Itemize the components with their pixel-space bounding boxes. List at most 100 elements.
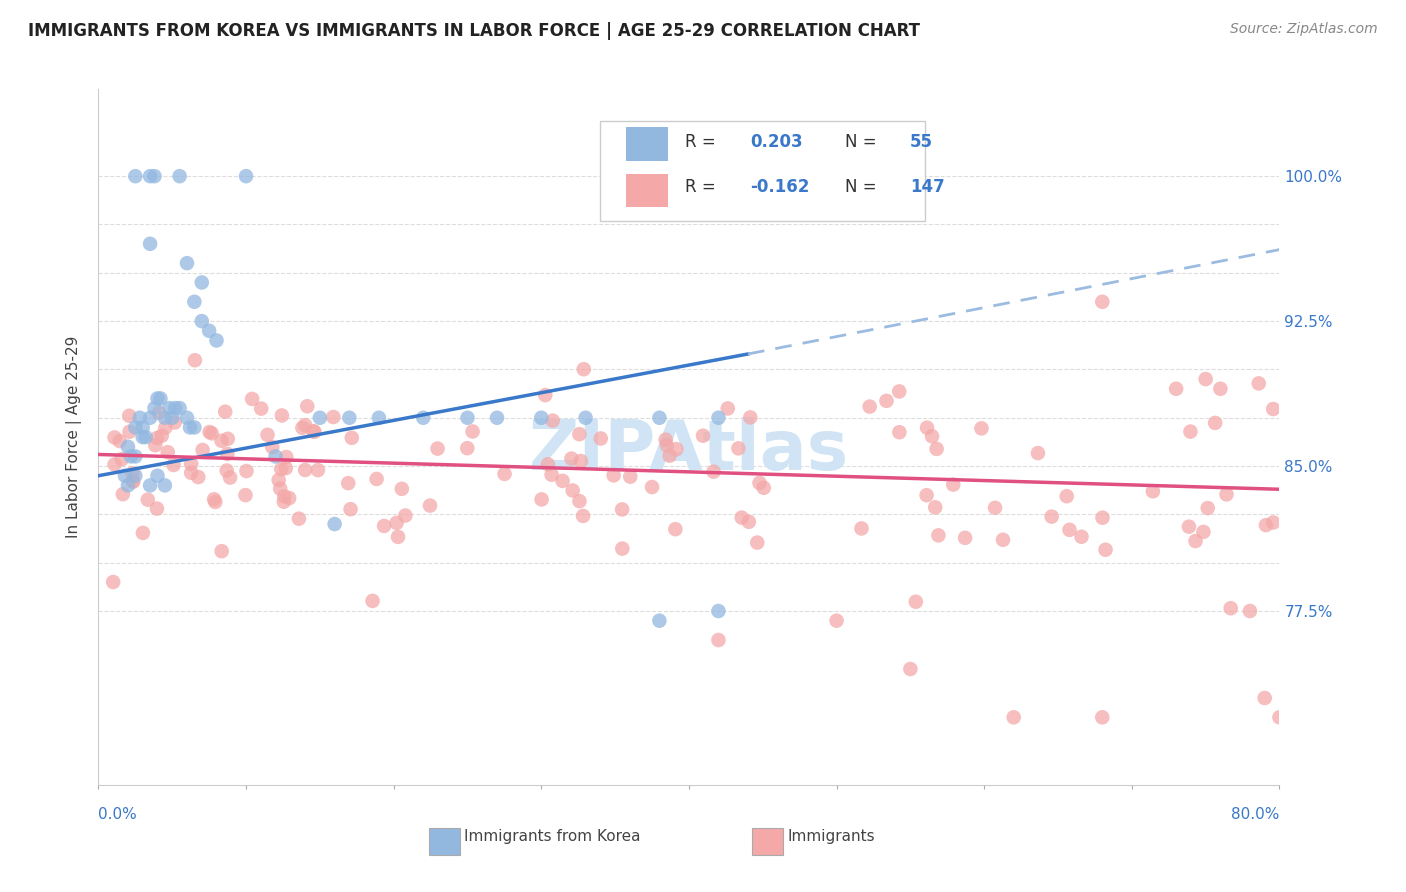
Point <box>217 447 239 461</box>
Point <box>707 633 730 648</box>
Point <box>641 480 664 494</box>
Point <box>1263 516 1285 530</box>
Point <box>731 510 754 524</box>
Point <box>103 430 125 444</box>
Point <box>148 406 170 420</box>
Point <box>572 362 595 376</box>
Point <box>738 515 761 529</box>
Text: N =: N = <box>845 178 882 196</box>
Text: 147: 147 <box>910 178 945 196</box>
Point <box>1195 372 1218 386</box>
Point <box>942 477 965 491</box>
Point <box>198 324 221 338</box>
Point <box>1219 601 1241 615</box>
Point <box>970 421 993 435</box>
Point <box>264 450 287 464</box>
Point <box>339 502 361 516</box>
Point <box>111 452 134 467</box>
Point <box>456 441 478 455</box>
Point <box>1184 534 1206 549</box>
Point <box>273 494 295 508</box>
Point <box>143 438 166 452</box>
Point <box>707 604 730 618</box>
Point <box>267 473 290 487</box>
Point <box>1094 542 1116 557</box>
Text: ZIPAtlas: ZIPAtlas <box>529 417 849 484</box>
Point <box>569 454 592 468</box>
Text: Source: ZipAtlas.com: Source: ZipAtlas.com <box>1230 22 1378 37</box>
Point <box>117 440 139 454</box>
Point <box>1209 382 1232 396</box>
Point <box>250 401 273 416</box>
Point <box>240 392 263 406</box>
Point <box>851 521 873 535</box>
Point <box>143 401 166 416</box>
Point <box>153 410 176 425</box>
Point <box>162 458 184 472</box>
Point <box>139 169 162 184</box>
Point <box>169 169 191 184</box>
Point <box>1263 401 1285 416</box>
Point <box>924 500 946 515</box>
Point <box>1178 519 1201 533</box>
Text: -0.162: -0.162 <box>751 178 810 196</box>
Point <box>900 662 922 676</box>
Point <box>1164 382 1187 396</box>
Point <box>748 475 770 490</box>
Point <box>136 492 159 507</box>
Point <box>204 495 226 509</box>
Point <box>165 401 187 416</box>
Point <box>149 392 172 406</box>
Point <box>205 334 228 348</box>
Point <box>561 483 583 498</box>
Point <box>184 353 207 368</box>
Point <box>1215 487 1237 501</box>
Point <box>163 416 186 430</box>
Point <box>904 595 927 609</box>
Point <box>572 508 595 523</box>
Point <box>619 469 641 483</box>
Point <box>176 256 198 270</box>
Point <box>1091 294 1114 309</box>
Point <box>111 487 134 501</box>
Point <box>323 517 346 532</box>
Point <box>294 418 316 433</box>
Point <box>610 502 633 516</box>
Point <box>291 421 314 435</box>
Point <box>1180 425 1202 439</box>
Point <box>278 491 301 505</box>
Point <box>540 467 562 482</box>
Point <box>412 410 434 425</box>
Point <box>132 420 155 434</box>
Point <box>921 429 943 443</box>
FancyBboxPatch shape <box>600 120 925 221</box>
Point <box>927 528 949 542</box>
Point <box>135 430 157 444</box>
Point <box>953 531 976 545</box>
Point <box>574 410 596 425</box>
Point <box>368 410 391 425</box>
Point <box>132 430 155 444</box>
Point <box>551 474 574 488</box>
Point <box>859 400 882 414</box>
Point <box>915 420 938 434</box>
Point <box>1197 501 1219 516</box>
Point <box>665 442 688 457</box>
Point <box>486 410 509 425</box>
Point <box>654 433 676 447</box>
Point <box>984 500 1007 515</box>
Point <box>530 410 553 425</box>
Point <box>139 478 162 492</box>
Point <box>139 410 162 425</box>
Point <box>991 533 1014 547</box>
Point <box>385 516 408 530</box>
Point <box>602 468 624 483</box>
Point <box>235 169 257 184</box>
Point <box>394 508 416 523</box>
Point <box>117 478 139 492</box>
Point <box>534 388 557 402</box>
Point <box>122 475 145 489</box>
Point <box>297 399 319 413</box>
Point <box>124 468 146 483</box>
Point <box>366 472 388 486</box>
